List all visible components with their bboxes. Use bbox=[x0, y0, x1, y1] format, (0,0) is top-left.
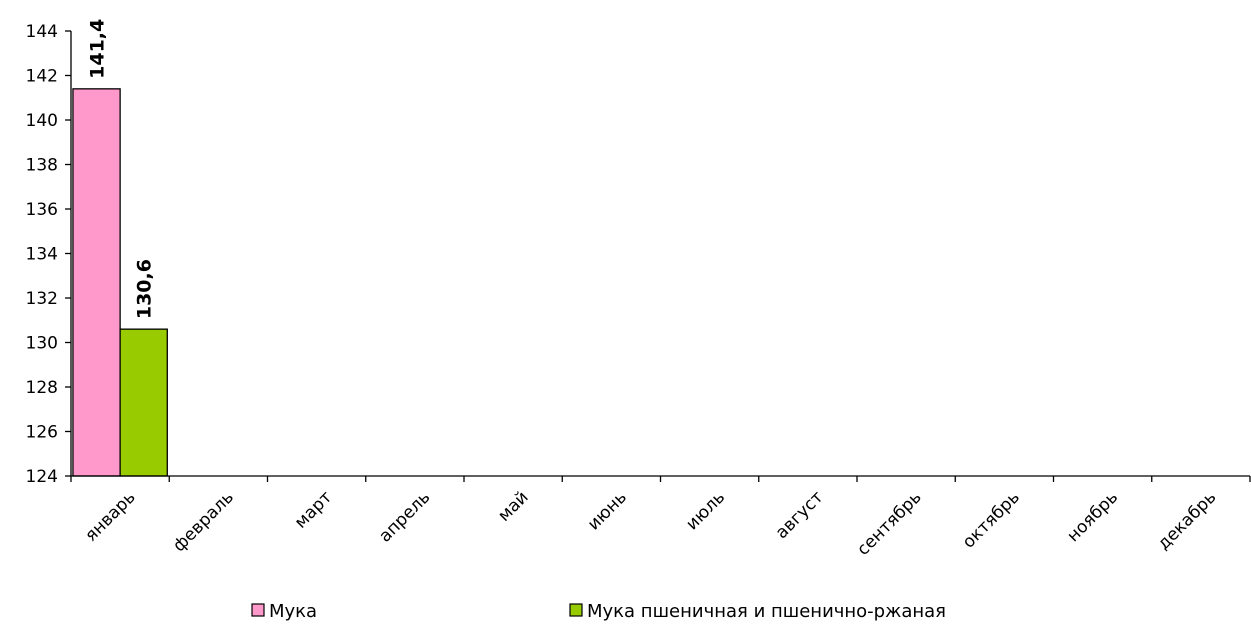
legend-swatch bbox=[251, 603, 265, 617]
x-tick-label: сентябрь bbox=[853, 487, 925, 559]
y-axis-ticks: 124 126 128 130 132 134 136 138 140 142 144 bbox=[26, 22, 71, 487]
axes bbox=[70, 31, 1250, 477]
x-axis-ticks: январь февраль март апрель май июнь июль август… bbox=[70, 476, 1251, 560]
x-tick-label: октябрь bbox=[959, 487, 1024, 552]
legend-swatch bbox=[569, 603, 583, 617]
y-tick-label: 126 bbox=[26, 423, 58, 443]
x-tick-label: июнь bbox=[584, 487, 631, 534]
legend: Мука Мука пшеничная и пшенично-ржаная bbox=[251, 601, 946, 622]
bar bbox=[72, 88, 121, 477]
x-tick-label: январь bbox=[81, 487, 139, 545]
data-labels: 141,4 130,6 bbox=[87, 19, 156, 319]
y-tick-label: 136 bbox=[26, 200, 58, 220]
x-tick-label: март bbox=[291, 487, 336, 532]
y-tick-label: 138 bbox=[26, 156, 58, 176]
y-tick-label: 142 bbox=[26, 67, 58, 87]
y-tick-label: 128 bbox=[26, 378, 58, 398]
x-tick-label: июль bbox=[682, 487, 729, 534]
x-tick-label: август bbox=[772, 487, 828, 543]
data-label: 130,6 bbox=[134, 259, 156, 319]
y-tick-label: 140 bbox=[26, 111, 58, 131]
data-label: 141,4 bbox=[87, 19, 109, 79]
x-tick-label: февраль bbox=[169, 487, 238, 556]
x-tick-label: май bbox=[494, 487, 532, 525]
bars bbox=[72, 88, 168, 477]
x-tick-label: апрель bbox=[375, 487, 434, 546]
bar bbox=[119, 328, 168, 477]
legend-label: Мука пшеничная и пшенично-ржаная bbox=[587, 601, 946, 622]
y-tick-label: 144 bbox=[26, 22, 58, 42]
legend-label: Мука bbox=[269, 601, 317, 622]
y-tick-label: 130 bbox=[26, 334, 58, 354]
y-tick-label: 134 bbox=[26, 245, 58, 265]
y-tick-label: 124 bbox=[26, 467, 58, 487]
y-tick-label: 132 bbox=[26, 289, 58, 309]
x-tick-label: декабрь bbox=[1154, 487, 1221, 554]
x-tick-label: ноябрь bbox=[1063, 487, 1122, 546]
